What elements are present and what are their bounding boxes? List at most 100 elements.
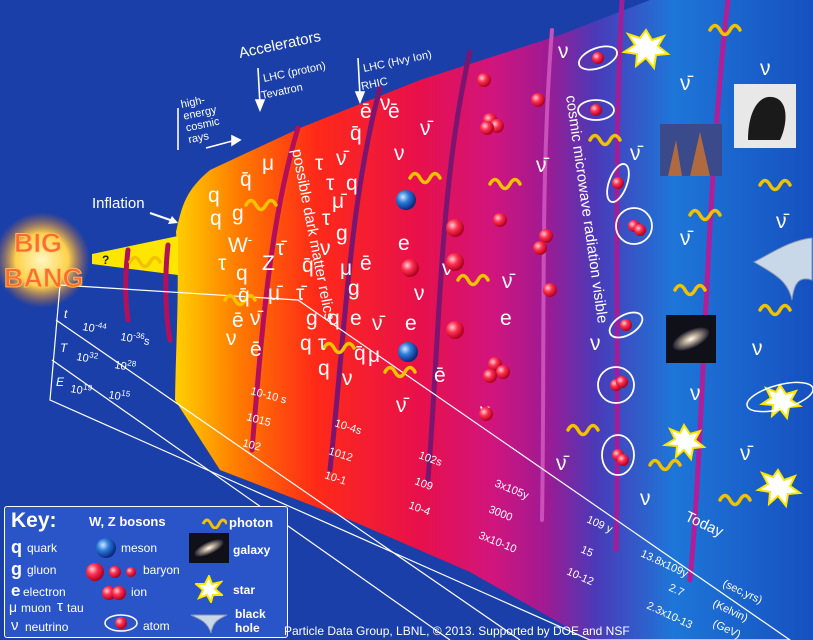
svg-text:1028: 1028 [113,356,137,375]
svg-text:μ̄: μ̄ [332,190,347,213]
svg-text:1019: 1019 [69,380,93,399]
key-legend: Key: W, Z bosons photon q quark meson ga… [4,506,288,638]
svg-text:μ: μ [340,257,352,280]
key-quark-symbol: q [11,537,22,557]
svg-text:1032: 1032 [75,348,99,367]
key-ion: ion [131,585,148,599]
svg-text:e: e [500,307,512,330]
svg-text:ν: ν [558,40,569,63]
key-ion-icon [102,586,126,600]
t2-exp: -36 [133,330,146,341]
key-tau: tau [67,601,84,615]
svg-text:10-44: 10-44 [81,318,108,337]
svg-text:ν̄: ν̄ [250,307,264,330]
key-tau-symbol: τ [57,598,63,615]
key-neutrino-symbol: ν [11,617,19,634]
svg-text:μ: μ [368,344,380,367]
svg-text:ν̄: ν̄ [336,147,350,170]
svg-text:ν: ν [752,337,763,360]
t1-value: 10 [81,321,95,335]
svg-text:q: q [318,357,330,380]
axis-T: T [60,341,69,355]
key-black-hole-icon [190,614,228,634]
m6-temp: 2.7 [667,582,686,599]
key-electron: electron [23,585,66,599]
svg-text:τ: τ [318,332,327,355]
svg-text:ν̄: ν̄ [680,227,694,250]
m3-temp: 109 [413,476,434,494]
svg-text:ν: ν [690,382,701,405]
key-muon-symbol: μ [9,599,18,615]
svg-text:ē: ē [232,309,244,332]
svg-text:τ: τ [315,152,324,175]
svg-text:q̄: q̄ [302,254,314,277]
svg-text:q̄: q̄ [350,122,362,145]
image-tiles [660,84,813,363]
nebula-image [660,124,722,176]
svg-text:τ: τ [322,207,331,230]
svg-text:μ̄: μ̄ [268,282,283,305]
key-galaxy-icon [189,533,229,563]
cosmic-rays-4: rays [187,130,210,146]
key-star: star [233,583,256,597]
svg-text:q: q [208,184,220,207]
svg-text:ν: ν [640,487,651,510]
inflation-label: Inflation [92,195,145,212]
key-photon-icon [201,518,227,529]
question-mark: ? [102,253,109,267]
key-gluon-symbol: g [11,559,22,579]
svg-text:ν: ν [226,327,237,350]
svg-text:μ: μ [262,152,274,175]
cosmic-rays-1: high- [180,94,207,111]
svg-text:ν̄: ν̄ [396,394,410,417]
footer-credit: Particle Data Group, LBNL, © 2013. Suppo… [284,624,630,638]
key-photon: photon [229,515,274,530]
key-baryon: baryon [143,563,180,577]
lhc-proton-label: LHC (proton) [262,60,327,85]
svg-text:τ: τ [326,172,335,195]
svg-text:ν: ν [590,332,601,355]
svg-text:ν: ν [414,282,425,305]
svg-text:ν̄: ν̄ [420,117,434,140]
atoms [577,45,653,476]
T2-exp: 28 [127,358,138,369]
svg-text:ν̄: ν̄ [502,270,516,293]
svg-text:q: q [210,207,222,230]
E2-exp: 15 [121,388,132,399]
T1-exp: 32 [89,350,100,361]
svg-text:Z: Z [262,252,275,275]
key-black-hole-1: black [235,607,266,621]
axis-t: t [64,307,68,321]
svg-text:1015: 1015 [107,386,131,405]
t2-unit: s [143,335,151,348]
svg-text:ν̄: ν̄ [556,452,570,475]
T2-value: 10 [113,359,127,373]
t2-value: 10 [119,331,133,345]
svg-text:q̄: q̄ [354,342,366,365]
E1-exp: 19 [83,382,94,393]
svg-text:ν: ν [442,257,453,280]
epoch-arcs [123,0,731,583]
svg-text:ν̄: ν̄ [680,72,694,95]
svg-text:g: g [348,277,360,300]
key-galaxy: galaxy [233,543,271,557]
key-wz: W, Z bosons [89,514,166,529]
key-electron-symbol: e [11,581,21,600]
svg-text:g: g [336,222,348,245]
key-atom: atom [143,619,170,633]
key-atom-icon [104,614,138,632]
svg-text:τ̄: τ̄ [296,282,307,305]
svg-text:q̄: q̄ [238,284,250,307]
rhic-label: RHIC [360,76,389,93]
T1-value: 10 [75,351,89,365]
svg-text:q: q [346,172,358,195]
svg-text:ν̄: ν̄ [372,312,386,335]
accelerators-title: Accelerators [237,28,322,62]
inflation-neck [92,236,178,275]
E2-value: 10 [107,389,121,403]
svg-text:q: q [236,262,248,285]
svg-text:ν: ν [320,237,331,260]
svg-text:g: g [232,202,244,225]
svg-text:ν̄: ν̄ [740,442,754,465]
